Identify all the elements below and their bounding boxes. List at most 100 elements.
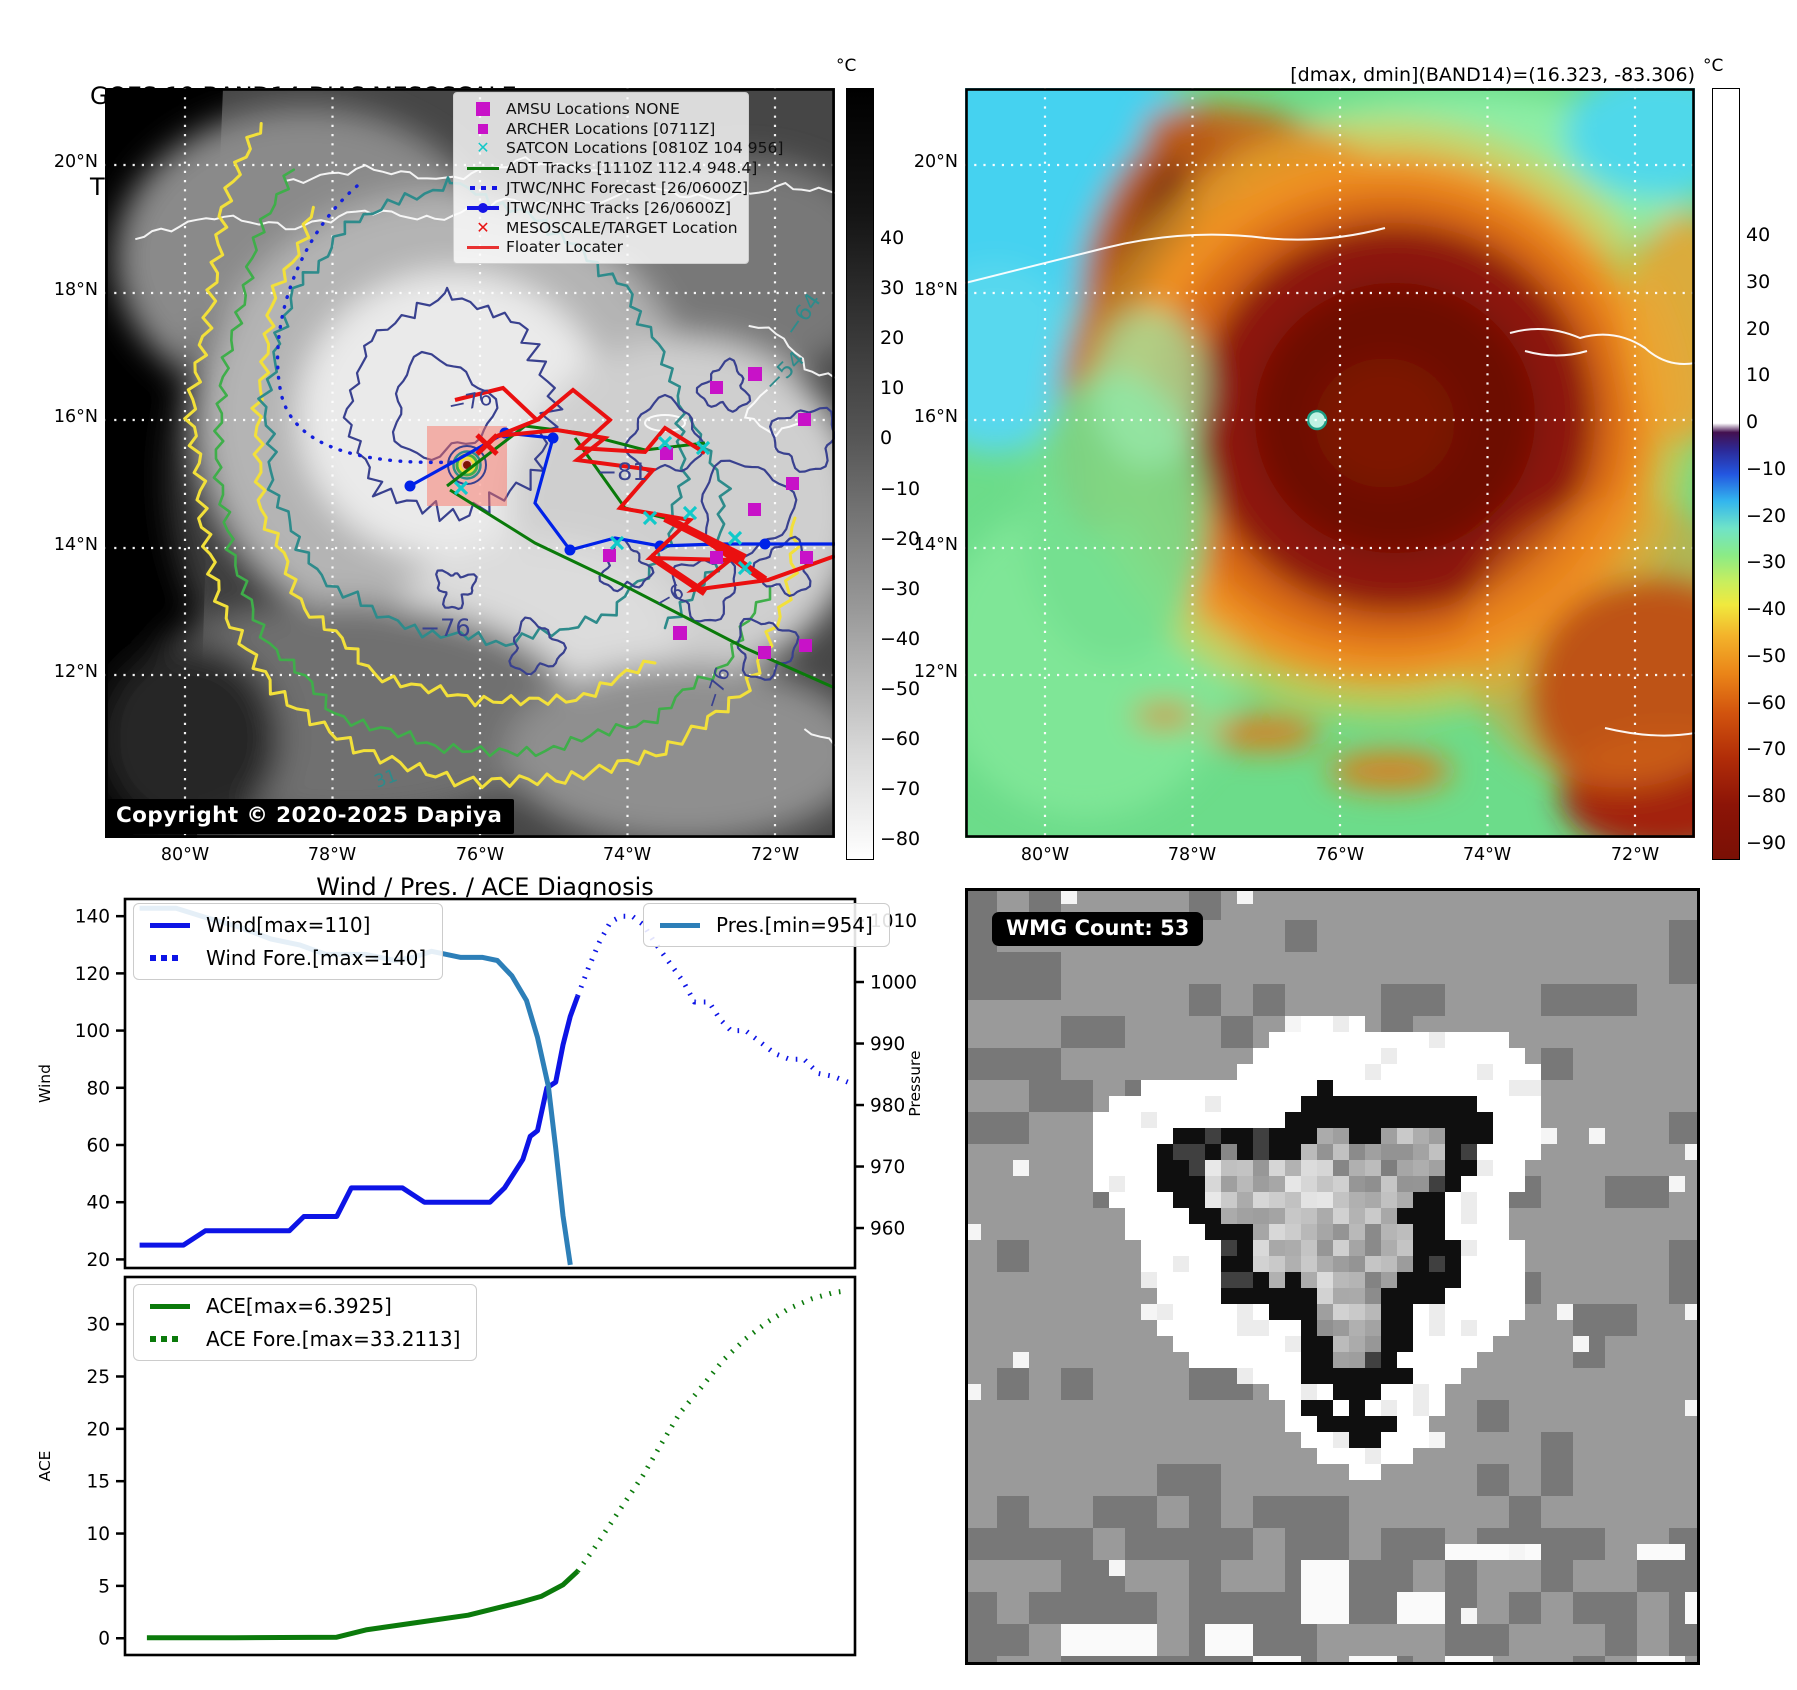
dotted-line-marker-icon xyxy=(150,955,192,961)
y-axis-tick: 0 xyxy=(98,1629,110,1650)
map-frame xyxy=(965,88,1695,838)
map-frame xyxy=(105,88,835,838)
awv-colorbar-tick: 0 xyxy=(1746,411,1759,433)
x-marker-icon: ✕ xyxy=(476,138,490,158)
legend-row: ARCHER Locations [0711Z] xyxy=(460,119,738,139)
y-axis-tick: 20 xyxy=(86,1419,110,1440)
legend-row: ADT Tracks [1110Z 112.4 948.4] xyxy=(460,158,757,178)
y-axis-tick: 80 xyxy=(86,1078,110,1099)
awv-colorbar-tick: 40 xyxy=(1746,224,1771,246)
awv-color-imagery xyxy=(965,88,1695,838)
awv-colorbar-tick: −10 xyxy=(1746,458,1787,480)
awv-x-tick: 80°W xyxy=(1020,845,1070,865)
band14-colorbar-tick: −60 xyxy=(880,728,921,750)
temperature-contours xyxy=(183,122,835,789)
legend-label: ACE Fore.[max=33.2113] xyxy=(206,1327,461,1351)
line-marker-icon xyxy=(460,166,506,171)
storm-eye-dot xyxy=(1306,409,1328,431)
wmg-count-badge: WMG Count: 53 xyxy=(992,912,1204,946)
legend-row: Wind[max=110] xyxy=(150,913,426,937)
awv-colorbar xyxy=(1712,88,1740,860)
line-dot-marker-icon xyxy=(460,202,506,213)
awv-x-tick: 72°W xyxy=(1610,845,1660,865)
awv-x-tick: 76°W xyxy=(1315,845,1365,865)
band14-y-tick: 14°N xyxy=(53,535,98,555)
legend-label: SATCON Locations [0810Z 104 956] xyxy=(506,139,784,158)
legend-label: JTWC/NHC Forecast [26/0600Z] xyxy=(506,179,749,198)
legend-row: JTWC/NHC Forecast [26/0600Z] xyxy=(460,178,748,198)
awv-x-tick: 74°W xyxy=(1462,845,1512,865)
band14-colorbar-tick: −30 xyxy=(880,578,921,600)
jtwc-forecast-track xyxy=(275,184,459,465)
header-line-band14: [dmax, dmin](BAND14)=(16.323, -83.306) xyxy=(1290,63,1695,86)
target-x-icon xyxy=(475,433,499,456)
band14-x-tick: 80°W xyxy=(160,845,210,865)
legend-label: MESOSCALE/TARGET Location xyxy=(506,218,738,237)
awv-y-tick: 16°N xyxy=(913,407,958,427)
awv-colorbar-tick: −40 xyxy=(1746,598,1787,620)
legend-row: Pres.[min=954] xyxy=(660,913,873,937)
band14-colorbar-tick: 40 xyxy=(880,227,905,249)
y-axis-label: Wind xyxy=(36,1064,54,1103)
dotted-line-marker-icon xyxy=(460,185,506,191)
panel-frame xyxy=(965,888,1700,1665)
awv-y-tick: 12°N xyxy=(913,662,958,682)
wind-chart-legend: Wind[max=110] Wind Fore.[max=140] xyxy=(133,903,444,980)
band14-map-legend: AMSU Locations NONE ARCHER Locations [071… xyxy=(453,92,783,265)
y-axis-tick: 40 xyxy=(86,1193,110,1214)
awv-colorbar-tick: −80 xyxy=(1746,785,1787,807)
y2-axis-tick: 990 xyxy=(870,1034,905,1055)
line-marker-icon xyxy=(150,1303,192,1309)
legend-row: AMSU Locations NONE xyxy=(460,99,738,119)
band14-x-tick: 78°W xyxy=(307,845,357,865)
awv-colorbar-tick: −50 xyxy=(1746,645,1787,667)
dotted-line-marker-icon xyxy=(150,1336,192,1342)
band14-x-tick: 74°W xyxy=(602,845,652,865)
legend-row: ACE Fore.[max=33.2113] xyxy=(150,1327,460,1351)
legend-label: ADT Tracks [1110Z 112.4 948.4] xyxy=(506,159,758,178)
awv-colorbar-tick: 30 xyxy=(1746,271,1771,293)
y-axis-tick: 10 xyxy=(86,1524,110,1545)
awv-colorbar-tick: −70 xyxy=(1746,738,1787,760)
y2-axis-label: Pressure xyxy=(906,1050,924,1116)
y-axis-label: ACE xyxy=(36,1451,54,1482)
satcon-location-markers xyxy=(453,435,753,576)
copyright-banner: Copyright © 2020-2025 Dapiya xyxy=(106,799,515,834)
y-axis-tick: 25 xyxy=(86,1367,110,1388)
awv-y-tick: 18°N xyxy=(913,280,958,300)
legend-row: ✕ MESOSCALE/TARGET Location xyxy=(460,218,738,238)
svg-text:−76: −76 xyxy=(420,614,471,642)
floater-tracks xyxy=(454,385,835,596)
y-axis-tick: 100 xyxy=(75,1021,110,1042)
y-axis-tick: 140 xyxy=(75,907,110,928)
ace-chart-legend: ACE[max=6.3925] ACE Fore.[max=33.2113] xyxy=(133,1284,478,1361)
band14-y-tick: 16°N xyxy=(53,407,98,427)
lat-lon-grid xyxy=(965,88,1695,838)
coastlines xyxy=(965,227,1695,737)
y2-axis-tick: 970 xyxy=(870,1157,905,1178)
legend-row: ACE[max=6.3925] xyxy=(150,1294,460,1318)
band14-y-tick: 20°N xyxy=(53,152,98,172)
line-marker-icon xyxy=(460,245,506,250)
band14-colorbar-tick: −20 xyxy=(880,528,921,550)
legend-row: ✕ SATCON Locations [0810Z 104 956] xyxy=(460,138,783,159)
x-marker-icon: ✕ xyxy=(476,217,490,237)
band14-colorbar-tick: 20 xyxy=(880,327,905,349)
band14-x-tick: 76°W xyxy=(455,845,505,865)
band14-colorbar-tick: −40 xyxy=(880,628,921,650)
legend-row: JTWC/NHC Tracks [26/0600Z] xyxy=(460,198,738,218)
wmg-pixel-map xyxy=(965,888,1700,1665)
awv-colorbar-tick: −60 xyxy=(1746,692,1787,714)
legend-label: ARCHER Locations [0711Z] xyxy=(506,119,716,138)
legend-label: ACE[max=6.3925] xyxy=(206,1294,392,1318)
legend-label: JTWC/NHC Tracks [26/0600Z] xyxy=(506,198,732,217)
y-axis-tick: 15 xyxy=(86,1472,110,1493)
legend-label: Wind[max=110] xyxy=(206,913,371,937)
pressure-chart-legend: Pres.[min=954] xyxy=(643,903,890,947)
band14-colorbar-tick: −50 xyxy=(880,678,921,700)
band14-y-tick: 18°N xyxy=(53,280,98,300)
legend-label: AMSU Locations NONE xyxy=(506,99,680,118)
y-axis-tick: 20 xyxy=(86,1250,110,1271)
